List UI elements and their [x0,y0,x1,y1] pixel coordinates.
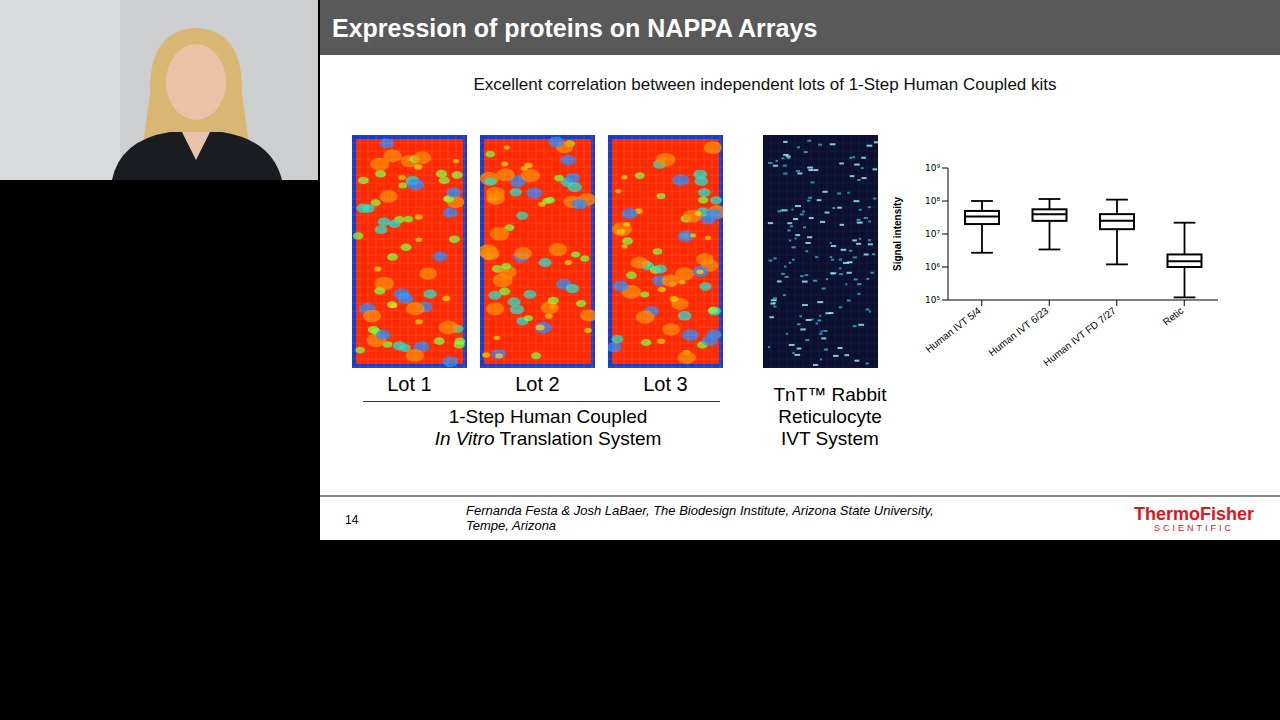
svg-text:10⁵: 10⁵ [925,295,940,305]
html-text:Excellent correlation between: Excellent correlation between independen… [473,75,1057,94]
html-text:Lot 1: Lot 1 [387,373,432,395]
svg-text:10⁷: 10⁷ [925,229,940,239]
html-text:IVT System: IVT System [781,428,879,449]
html-text:Reticulocyte: Reticulocyte [778,406,882,427]
html-text:Tempe, Arizona: Tempe, Arizona [466,518,557,533]
html-text:14: 14 [345,513,359,527]
svg-text:10⁸: 10⁸ [925,196,940,206]
svg-text:Retic: Retic [1161,305,1186,328]
html-text:Fernanda Festa & Josh LaBaer,: Fernanda Festa & Josh LaBaer, The Biodes… [466,503,934,518]
html-text:Lot 3: Lot 3 [643,373,688,395]
html-text:Expression of proteins on NAPP: Expression of proteins on NAPPA Arrays [332,14,818,42]
html-text:ThermoFisher: ThermoFisher [1134,504,1254,524]
html-text:In Vitro Translation System: In Vitro Translation System [434,428,662,449]
svg-text:10⁶: 10⁶ [925,262,940,272]
html-text:Lot 2: Lot 2 [515,373,560,395]
svg-text:Human IVT 5/4: Human IVT 5/4 [923,305,983,355]
svg-text:Human IVT 6/23: Human IVT 6/23 [986,305,1050,359]
svg-text:Signal intensity: Signal intensity [893,197,903,271]
svg-text:Human IVT FD 7/27: Human IVT FD 7/27 [1041,305,1118,369]
html-text:1-Step Human Coupled: 1-Step Human Coupled [448,406,648,427]
html-text:TnT™ Rabbit: TnT™ Rabbit [773,384,887,405]
svg-text:10⁹: 10⁹ [925,163,940,173]
html-text:SCIENTIFIC: SCIENTIFIC [1154,523,1234,533]
